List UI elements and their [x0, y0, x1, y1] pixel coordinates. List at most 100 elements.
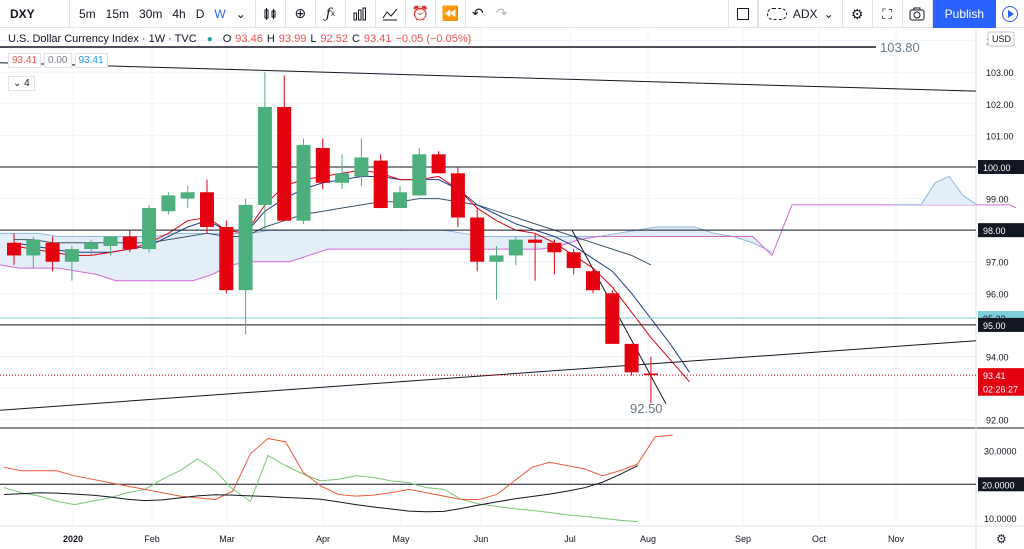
candlestick-series [7, 72, 658, 404]
interval-30m-button[interactable]: 30m [139, 6, 163, 21]
candle-body [64, 249, 79, 262]
adx-tick-label: 10.0000 [984, 514, 1017, 524]
indicator-values-row: 93.41 0.00 93.41 [8, 53, 108, 68]
chart-grid [0, 28, 1024, 549]
indicators-collapse-button[interactable]: ⌄ 4 [8, 76, 35, 91]
price-tick-label: 102.00 [986, 100, 1014, 110]
candle-body [412, 154, 427, 196]
play-icon [1002, 6, 1018, 22]
low-label: L [310, 33, 317, 45]
symbol-search-button[interactable]: DXY [0, 0, 70, 27]
interval-w-button[interactable]: W [214, 6, 226, 21]
price-badge-label: 02:26:27 [983, 385, 1018, 395]
alert-clock-icon[interactable]: ⏰ [406, 0, 436, 27]
time-tick-label: Jul [564, 534, 576, 544]
interval-d-button[interactable]: D [195, 6, 205, 21]
candle-body [547, 242, 562, 253]
candle-body [566, 252, 581, 269]
candle-body [508, 239, 523, 256]
candle-body [257, 106, 272, 205]
time-tick-label: Mar [219, 534, 235, 544]
candle-body [277, 106, 292, 221]
snapshot-camera-icon[interactable] [903, 0, 933, 28]
candle-body [122, 236, 137, 250]
price-badge [978, 159, 1024, 174]
compare-plus-icon[interactable]: ⊕ [286, 0, 316, 27]
future-cloud-fill [893, 176, 977, 205]
candle-body [142, 208, 157, 250]
toolbar-right: ADX ⌄ ⚙ ⛶ Publish [727, 0, 1024, 28]
adx-line [3, 465, 638, 513]
price-badge-label: 95.00 [983, 321, 1006, 331]
price-tick-label: 99.00 [986, 195, 1009, 205]
candle-body [219, 227, 234, 291]
price-badge-label: 98.00 [983, 226, 1006, 236]
close-label: C [351, 33, 360, 45]
chevron-down-icon: ⌄ [823, 7, 834, 21]
templates-icon[interactable] [376, 0, 406, 27]
level-92-50-label: 92.50 [630, 401, 663, 416]
high-value: 93.99 [278, 33, 307, 45]
undo-icon[interactable]: ↶ [471, 5, 484, 21]
candle-body [470, 217, 485, 262]
currency-label: USD [992, 34, 1012, 44]
adx-badge [978, 477, 1024, 492]
candle-body [296, 144, 311, 221]
candle-body [354, 157, 369, 177]
price-badge [978, 368, 1024, 383]
di-plus-line [3, 454, 638, 523]
publish-button[interactable]: Publish [932, 0, 996, 28]
indicator-selector[interactable]: ADX ⌄ [757, 0, 843, 28]
interval-4h-button[interactable]: 4h [172, 6, 186, 21]
candle-body [431, 154, 446, 174]
indicator-value-2: 0.00 [44, 53, 72, 68]
time-tick-label: Feb [144, 534, 160, 544]
interval-15m-button[interactable]: 15m [105, 6, 130, 21]
trendline-bottom [0, 340, 977, 411]
candle-body [624, 343, 639, 373]
candle-body [84, 242, 99, 250]
candle-body [315, 148, 330, 183]
candles-chart-type-icon[interactable] [256, 0, 286, 27]
price-tick-label: 101.00 [986, 131, 1014, 141]
candle-body [528, 239, 543, 243]
layout-square-icon[interactable] [727, 0, 758, 28]
di-minus-line [3, 434, 673, 501]
financials-bars-icon[interactable] [346, 0, 376, 27]
price-badge [978, 223, 1024, 238]
candle-body [489, 255, 504, 262]
candle-body [103, 236, 118, 246]
chevron-down-icon[interactable]: ⌄ [235, 6, 246, 21]
adx-badge-label: 20.0000 [982, 480, 1015, 490]
time-tick-label: Jun [474, 534, 489, 544]
price-tick-label: 94.00 [986, 353, 1009, 363]
interval-5m-button[interactable]: 5m [79, 6, 96, 21]
play-button[interactable] [996, 0, 1024, 28]
settings-gear-icon[interactable]: ⚙ [843, 0, 873, 28]
candle-body [605, 293, 620, 344]
redo-icon[interactable]: ↷ [495, 5, 508, 21]
time-tick-label: Apr [316, 534, 330, 544]
bar-replay-icon[interactable]: ⏪ [436, 0, 466, 27]
price-tick-label: 103.00 [986, 68, 1014, 78]
indicator-value-1: 93.41 [8, 53, 42, 68]
currency-badge [987, 31, 1015, 47]
open-label: O [222, 33, 232, 45]
time-axis: 2020 Feb Mar Apr May Jun Jul Aug Sep Oct Nov ⚙ [63, 532, 1007, 546]
cloud-span-b [0, 235, 773, 282]
candle-body [180, 192, 195, 199]
price-badge [978, 317, 1024, 332]
candle-body [335, 173, 350, 183]
price-tick-label: 92.00 [986, 416, 1009, 426]
fullscreen-icon[interactable]: ⛶ [873, 0, 903, 28]
future-span-a [893, 175, 978, 206]
change-value: −0.05 (−0.05%) [395, 33, 472, 45]
time-tick-label: Oct [812, 534, 827, 544]
interval-group: 5m 15m 30m 4h D W ⌄ [70, 0, 256, 27]
price-tick-label: 96.00 [986, 289, 1009, 299]
close-value: 93.41 [363, 33, 392, 45]
candle-body [643, 373, 658, 376]
axis-settings-gear-icon[interactable]: ⚙ [996, 532, 1007, 546]
